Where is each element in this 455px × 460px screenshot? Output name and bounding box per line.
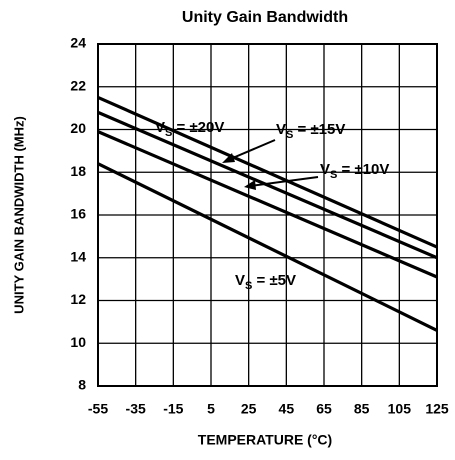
series-line <box>97 162 438 332</box>
arrow-head <box>244 180 256 190</box>
x-tick-label: -15 <box>163 401 183 417</box>
chart-title: Unity Gain Bandwidth <box>182 9 348 26</box>
y-tick-label: 14 <box>70 248 86 264</box>
y-tick-label: 16 <box>70 206 86 222</box>
y-tick-label: 20 <box>70 120 86 136</box>
plot-frame <box>97 43 438 387</box>
series-line <box>97 95 438 249</box>
y-axis-label: UNITY GAIN BANDWIDTH (MHz) <box>11 116 26 314</box>
x-tick-label: 85 <box>354 401 370 417</box>
x-tick-label: 25 <box>241 401 257 417</box>
x-tick-label: -35 <box>126 401 146 417</box>
y-tick-label: 10 <box>70 334 86 350</box>
y-tick-label: 12 <box>70 291 86 307</box>
y-tick-label: 8 <box>78 377 86 393</box>
x-tick-label: -55 <box>88 401 108 417</box>
y-tick-label: 18 <box>70 163 86 179</box>
x-tick-label: 5 <box>207 401 215 417</box>
x-tick-label: 125 <box>425 401 449 417</box>
series-line <box>97 110 438 260</box>
series-line <box>97 130 438 279</box>
x-tick-label: 45 <box>279 401 295 417</box>
series-label: VS = ±20V <box>155 119 224 139</box>
y-tick-label: 22 <box>70 77 86 93</box>
x-axis-label: TEMPERATURE (°C) <box>198 432 332 448</box>
x-tick-label: 65 <box>316 401 332 417</box>
series-label: VS = ±15V <box>276 121 345 141</box>
series-label: VS = ±5V <box>235 272 296 292</box>
x-tick-label: 105 <box>388 401 412 417</box>
y-tick-label: 24 <box>70 35 86 51</box>
annotation-arrow <box>249 176 319 187</box>
series-label: VS = ±10V <box>320 161 389 181</box>
